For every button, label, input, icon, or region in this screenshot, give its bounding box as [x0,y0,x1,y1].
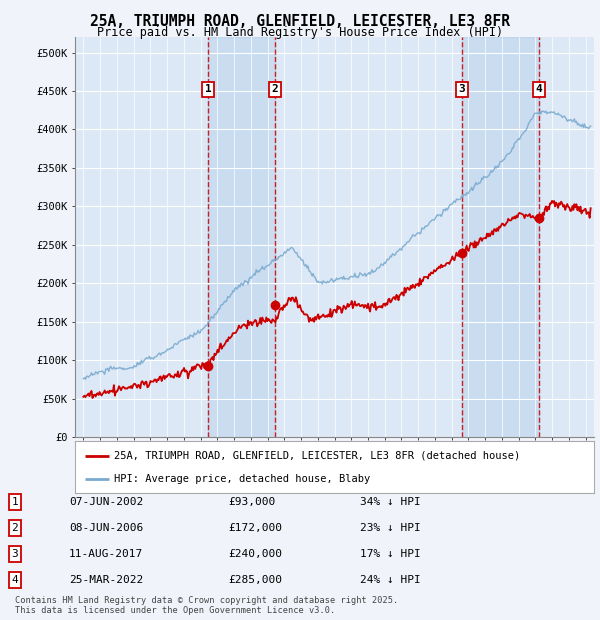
Text: 2: 2 [11,523,19,533]
Text: HPI: Average price, detached house, Blaby: HPI: Average price, detached house, Blab… [114,474,370,484]
Text: 34% ↓ HPI: 34% ↓ HPI [360,497,421,507]
Text: 23% ↓ HPI: 23% ↓ HPI [360,523,421,533]
Text: 1: 1 [205,84,211,94]
Bar [462,37,539,437]
Text: £93,000: £93,000 [228,497,275,507]
Text: 1: 1 [11,497,19,507]
Text: 24% ↓ HPI: 24% ↓ HPI [360,575,421,585]
Text: 17% ↓ HPI: 17% ↓ HPI [360,549,421,559]
Text: 3: 3 [11,549,19,559]
Text: 25A, TRIUMPH ROAD, GLENFIELD, LEICESTER, LE3 8FR (detached house): 25A, TRIUMPH ROAD, GLENFIELD, LEICESTER,… [114,451,520,461]
Text: 25-MAR-2022: 25-MAR-2022 [69,575,143,585]
Text: £172,000: £172,000 [228,523,282,533]
Text: 4: 4 [11,575,19,585]
Text: Price paid vs. HM Land Registry's House Price Index (HPI): Price paid vs. HM Land Registry's House … [97,26,503,39]
Text: 2: 2 [272,84,278,94]
Text: 25A, TRIUMPH ROAD, GLENFIELD, LEICESTER, LE3 8FR: 25A, TRIUMPH ROAD, GLENFIELD, LEICESTER,… [90,14,510,29]
Text: 07-JUN-2002: 07-JUN-2002 [69,497,143,507]
Text: 3: 3 [458,84,465,94]
Text: £240,000: £240,000 [228,549,282,559]
Text: 4: 4 [536,84,542,94]
Text: 11-AUG-2017: 11-AUG-2017 [69,549,143,559]
Text: £285,000: £285,000 [228,575,282,585]
Bar [208,37,275,437]
Text: 08-JUN-2006: 08-JUN-2006 [69,523,143,533]
Text: Contains HM Land Registry data © Crown copyright and database right 2025.
This d: Contains HM Land Registry data © Crown c… [15,596,398,615]
